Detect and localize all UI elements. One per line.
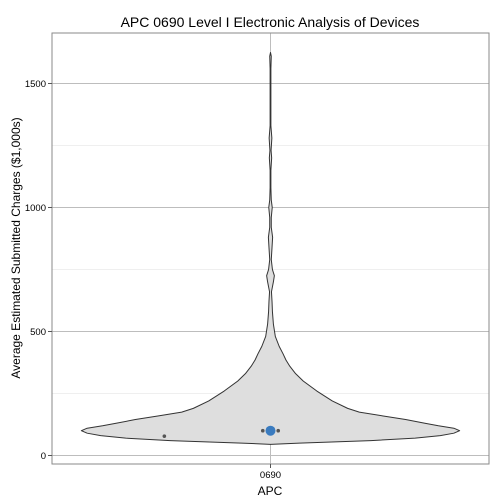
- x-axis-title: APC: [258, 484, 283, 498]
- violin-0690: [80, 52, 461, 445]
- violin-layer: [80, 52, 461, 445]
- points-layer: [162, 425, 281, 438]
- y-tick-label: 1500: [25, 79, 46, 90]
- y-tick-label: 500: [30, 327, 46, 338]
- y-axis-title: Average Estimated Submitted Charges ($1,…: [9, 117, 23, 378]
- x-axis: 0690: [260, 464, 281, 481]
- y-tick-label: 1000: [25, 203, 46, 214]
- y-tick-label: 0: [41, 451, 46, 462]
- mean-point: [265, 425, 276, 436]
- outlier-point: [162, 434, 167, 438]
- y-axis: 0 500 1000 1500: [25, 79, 52, 462]
- x-tick-label: 0690: [260, 470, 281, 481]
- outlier-point: [260, 428, 265, 433]
- outlier-point: [276, 428, 281, 433]
- chart-title: APC 0690 Level I Electronic Analysis of …: [121, 14, 420, 30]
